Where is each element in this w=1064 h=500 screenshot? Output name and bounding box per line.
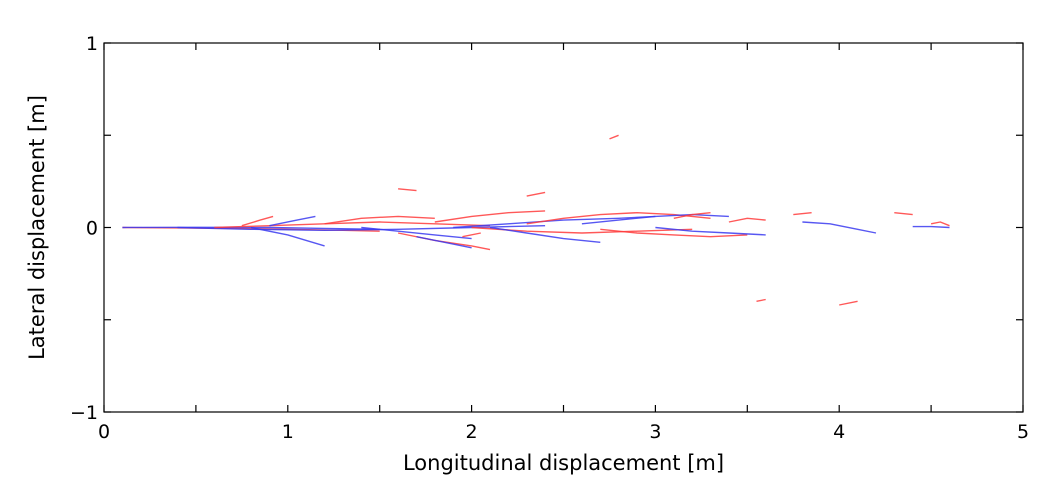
series-line-red-5 [241,215,274,227]
series-line-red-29 [398,188,417,192]
series-line-blue-16 [581,213,729,225]
x-tick-label-5: 5 [1017,421,1029,443]
series-line-red-26 [839,300,858,306]
series-line-red-20 [728,217,766,223]
series-line-red-9 [397,232,491,251]
x-tick-label-1: 1 [282,421,294,443]
x-tick-label-3: 3 [649,421,661,443]
series-line-blue-4 [250,226,325,247]
series-line-blue-8 [361,226,472,240]
y-tick-label-2: 1 [86,33,98,55]
plot-area [122,134,950,306]
series-line-red-30 [609,134,619,140]
series-line-blue-6 [269,215,316,227]
series-line-blue-21 [802,221,877,234]
series-line-red-31 [462,232,481,238]
series-line-blue-18 [655,226,766,236]
series-line-red-24 [894,212,913,216]
series-line-blue-2 [177,225,546,232]
y-tick-label-0: −1 [70,402,98,424]
axis-ticks: 0 1 2 3 4 5−101 [70,33,1029,443]
series-line-blue-1 [122,226,380,230]
x-axis-label: Longitudinal displacement [m] [403,451,724,475]
series-line-red-3 [214,221,491,229]
series-line-blue-12 [453,215,656,229]
series-line-red-11 [434,210,546,223]
series-line-blue-10 [416,236,472,249]
series-line-red-19 [673,212,711,219]
series-line-blue-14 [489,226,601,243]
series-line-red-28 [526,191,546,197]
series-line-red-17 [600,228,748,238]
x-tick-label-0: 0 [98,421,110,443]
series-line-red-25 [793,212,812,216]
y-axis-label: Lateral displacement [m] [25,95,49,360]
x-tick-label-4: 4 [833,421,845,443]
series-line-red-27 [756,298,766,302]
y-tick-label-1: 0 [86,218,98,240]
series-line-red-7 [324,215,435,225]
x-tick-label-2: 2 [466,421,478,443]
series-line-red-23 [930,221,950,227]
series-line-blue-22 [912,225,950,229]
